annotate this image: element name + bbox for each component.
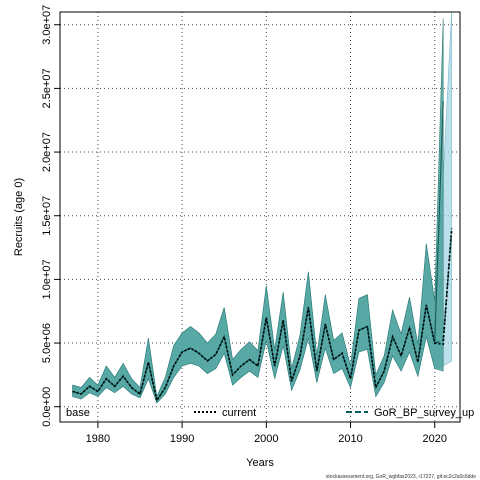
plot-frame	[59, 11, 461, 423]
y-axis-ticks: 0.0e+00 5.0e+06 1.0e+07 1.5e+07 2.0e+07 2.5e+…	[41, 5, 60, 427]
x-tick-label: 1980	[86, 433, 110, 445]
band-base	[72, 18, 444, 404]
line-gor-bp-survey-up	[72, 230, 453, 403]
y-tick-label: 1.5e+07	[41, 196, 53, 236]
x-tick-label: 2000	[254, 433, 278, 445]
y-tick-label: 3.0e+07	[41, 5, 53, 45]
legend-entry-gor: GoR_BP_survey_up	[374, 407, 474, 419]
x-tick-label: 1990	[170, 433, 194, 445]
x-tick-label: 2020	[422, 433, 446, 445]
y-tick-label: 2.5e+07	[41, 68, 53, 108]
line-current	[72, 228, 453, 403]
y-tick-label: 2.0e+07	[41, 132, 53, 172]
y-tick-label: 5.0e+06	[41, 323, 53, 363]
legend: base current GoR_BP_survey_up	[66, 407, 474, 419]
legend-entry-base: base	[66, 407, 90, 419]
y-tick-label: 1.0e+07	[41, 259, 53, 299]
y-axis-label: Recruits (age 0)	[13, 178, 25, 256]
series-lines	[72, 101, 453, 403]
legend-entry-current: current	[222, 407, 256, 419]
x-tick-label: 2010	[338, 433, 362, 445]
footer-caption: stockassessment.org, GoR_wgbfas2023, r17…	[326, 474, 476, 480]
x-axis-ticks: 1980 1990 2000 2010 2020	[86, 422, 447, 445]
y-tick-label: 0.0e+00	[41, 387, 53, 427]
x-axis-label: Years	[246, 457, 274, 469]
confidence-bands	[72, 12, 452, 404]
